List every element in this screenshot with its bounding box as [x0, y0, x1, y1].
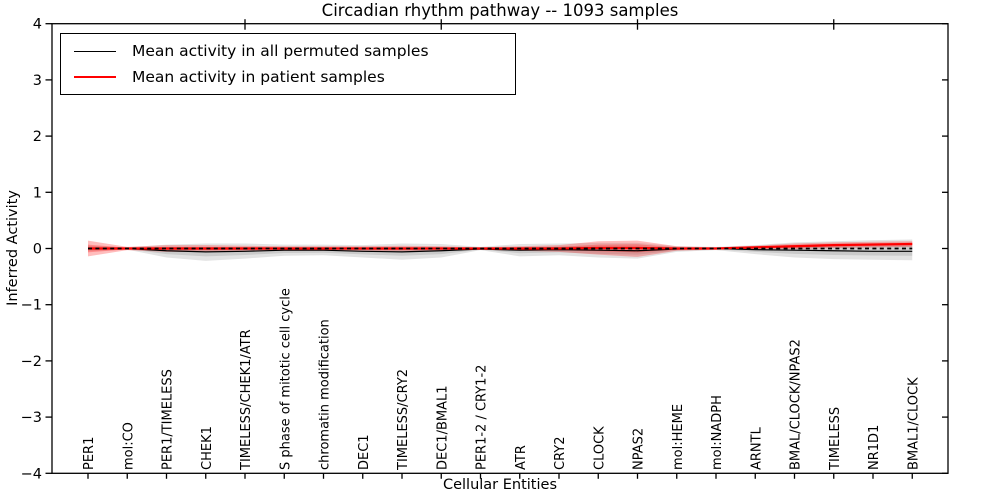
x-tick-label: DEC1/BMAL1: [435, 386, 450, 471]
x-tick-label: TIMELESS: [828, 407, 843, 471]
x-tick-label: BMAL/CLOCK/NPAS2: [789, 339, 804, 470]
x-tick-label: mol:CO: [121, 422, 136, 470]
y-tick-label: −4: [21, 466, 42, 482]
y-tick-label: 0: [33, 242, 42, 258]
y-tick-label: 2: [33, 129, 42, 145]
chart-title: Circadian rhythm pathway -- 1093 samples: [321, 1, 679, 20]
y-tick-label: −1: [21, 298, 42, 314]
x-tick-label: NPAS2: [632, 428, 647, 470]
y-tick-label: 1: [33, 185, 42, 201]
legend-item-patient: Mean activity in patient samples: [74, 68, 515, 86]
y-axis-label: Inferred Activity: [5, 190, 21, 306]
x-tick-label: ATR: [514, 445, 529, 470]
x-tick-label: BMAL1/CLOCK: [906, 377, 921, 470]
y-tick-label: 3: [33, 73, 42, 89]
y-tick-label: −2: [21, 354, 42, 370]
legend: Mean activity in all permuted samples Me…: [60, 33, 516, 95]
x-tick-label: chromatin modification: [318, 319, 333, 470]
legend-label-permuted: Mean activity in all permuted samples: [132, 42, 429, 60]
x-tick-label: PER1/TIMELESS: [161, 369, 176, 470]
x-tick-label: DEC1: [357, 434, 372, 470]
x-tick-label: mol:NADPH: [710, 395, 725, 470]
red-line-swatch: [74, 76, 116, 78]
x-tick-label: PER1-2 / CRY1-2: [475, 365, 490, 470]
x-tick-label: mol:HEME: [671, 404, 686, 470]
x-tick-label: CLOCK: [592, 426, 607, 470]
x-tick-label: PER1: [82, 437, 97, 470]
x-tick-label: ARNTL: [749, 426, 764, 470]
x-tick-label: NR1D1: [867, 425, 882, 470]
legend-label-patient: Mean activity in patient samples: [132, 68, 385, 86]
permuted-mean-line: [88, 247, 913, 253]
y-tick-label: −3: [21, 410, 42, 426]
patient-mean-line: [88, 242, 913, 250]
x-tick-label: TIMELESS/CRY2: [396, 369, 411, 471]
x-tick-label: S phase of mitotic cell cycle: [278, 288, 293, 470]
black-line-swatch: [74, 50, 116, 52]
x-tick-label: TIMELESS/CHEK1/ATR: [239, 329, 254, 471]
x-tick-label: CHEK1: [200, 426, 215, 470]
x-axis-label: Cellular Entities: [442, 477, 558, 493]
legend-item-permuted: Mean activity in all permuted samples: [74, 42, 515, 60]
y-tick-label: 4: [33, 17, 42, 33]
x-tick-label: CRY2: [553, 437, 568, 471]
